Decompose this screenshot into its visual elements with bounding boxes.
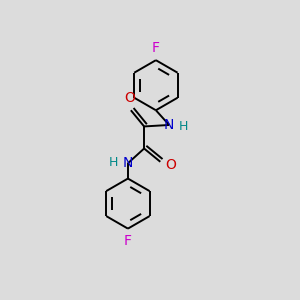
Text: N: N — [164, 118, 174, 132]
Text: F: F — [124, 234, 132, 248]
Text: H: H — [109, 156, 119, 169]
Text: N: N — [123, 156, 133, 170]
Text: F: F — [152, 41, 160, 55]
Text: O: O — [166, 158, 176, 172]
Text: O: O — [124, 91, 135, 105]
Text: H: H — [178, 120, 188, 133]
